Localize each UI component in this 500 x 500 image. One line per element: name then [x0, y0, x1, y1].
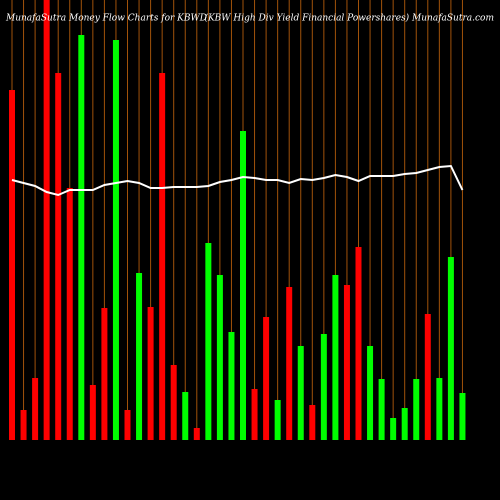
- bar: [367, 346, 374, 440]
- bar: [378, 379, 385, 440]
- bar: [332, 275, 339, 440]
- bar: [263, 317, 270, 440]
- bar: [101, 308, 108, 440]
- bar: [112, 40, 119, 440]
- bar: [240, 131, 246, 440]
- bar: [124, 410, 131, 440]
- bar: [274, 400, 281, 440]
- bar: [205, 243, 212, 440]
- bar: [459, 393, 466, 440]
- bar: [170, 365, 177, 440]
- bar: [193, 428, 200, 440]
- bar: [43, 0, 50, 440]
- bar: [309, 405, 316, 440]
- bar: [9, 90, 15, 440]
- chart-subtitle: (KBW High Div Yield Financial Powershare…: [204, 13, 494, 24]
- bar: [401, 408, 408, 440]
- bar: [78, 35, 85, 440]
- bar: [136, 273, 143, 440]
- bar: [66, 188, 73, 440]
- bar: [320, 334, 327, 440]
- bar: [297, 346, 304, 440]
- bar: [447, 257, 454, 440]
- bar: [436, 378, 443, 440]
- bar: [343, 285, 350, 440]
- bar: [55, 73, 62, 440]
- bar: [89, 385, 96, 440]
- bar: [216, 275, 223, 440]
- bar: [251, 389, 258, 440]
- plot-area: [9, 0, 466, 440]
- bar: [286, 287, 293, 440]
- chart-title: MunafaSutra Money Flow Charts for KBWD: [5, 14, 207, 24]
- bar: [424, 314, 431, 440]
- bar: [159, 73, 166, 440]
- bar: [390, 418, 397, 440]
- bar: [32, 378, 39, 440]
- bar: [147, 307, 154, 440]
- bar: [355, 247, 362, 440]
- bar: [413, 379, 420, 440]
- bar: [228, 332, 235, 440]
- bar: [182, 392, 189, 440]
- money-flow-line: [11, 164, 464, 197]
- bar: [20, 410, 27, 440]
